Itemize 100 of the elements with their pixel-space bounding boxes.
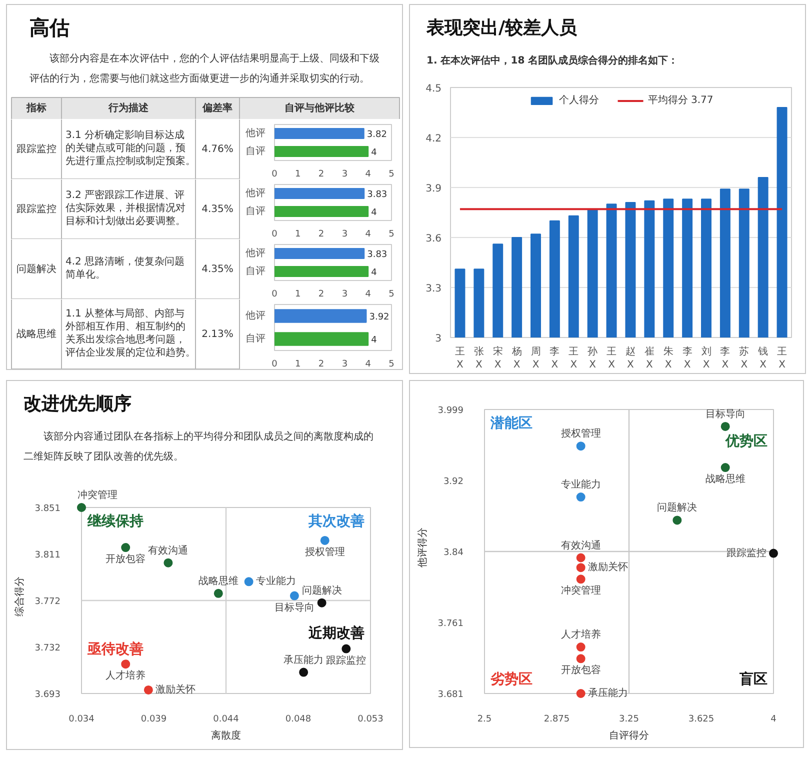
annotation: 激励关怀 (588, 561, 628, 574)
x-tick-label: 3 (342, 360, 348, 370)
annotation: 盲区 (738, 670, 768, 688)
annotation: 授权管理 (304, 546, 345, 558)
x-tick-label: 李X (720, 346, 730, 371)
x-tick-label: 5 (388, 290, 394, 300)
annotation: 亟待改善 (86, 640, 144, 658)
x-tick-label: 王X (606, 346, 617, 371)
point (576, 442, 586, 451)
annotation: 开放包容 (560, 664, 601, 676)
y-tick-label: 他评 (246, 310, 266, 322)
x-tick-label: 2.5 (477, 714, 492, 724)
y-tick-label: 自评 (246, 205, 266, 217)
text: 4.2 思路清晰，使复杂问题简单化。 (66, 256, 185, 280)
annotation: 承压能力 (588, 687, 628, 699)
x-tick-label: 0.044 (213, 714, 240, 724)
x-tick-label: 赵X (625, 346, 636, 371)
annotation: 目标导向 (274, 601, 314, 614)
data-label: 4 (371, 148, 378, 158)
x-tick-label: 4 (365, 230, 372, 240)
text: 4.35% (202, 264, 234, 275)
annotation: 跟踪监控 (326, 654, 366, 666)
chart-title: 改进优先顺序 (24, 394, 132, 414)
y-tick-label: 3.92 (443, 477, 464, 487)
legend-label: 平均得分 3.77 (648, 94, 714, 107)
point (576, 574, 586, 584)
y-tick-label: 3.999 (438, 406, 464, 416)
x-tick-label: 1 (295, 360, 301, 370)
annotation: 冲突管理 (78, 489, 118, 501)
x-tick-label: 5 (388, 170, 394, 180)
x-tick-label: 王X (568, 346, 579, 371)
text: 跟踪监控 (16, 143, 56, 155)
text: 该部分内容是在本次评估中，您的个人评估结果明显高于上级、同级和下级评估的行为，您需要与他们就这些方面做更进一步的沟通并采取切实的行动。 (30, 52, 380, 84)
x-tick-label: 4 (365, 170, 372, 180)
x-tick-label: 0.053 (358, 714, 384, 724)
annotation: 开放包容 (106, 553, 146, 566)
chart-subtitle: 1. 在本次评估中，18 名团队成员综合得分的排名如下： (426, 54, 678, 66)
x-tick-label: 王X (454, 346, 465, 371)
y-tick-label: 自评 (246, 145, 266, 157)
point (720, 422, 730, 431)
x-tick-label: 崔X (644, 346, 654, 371)
x-tick-label: 朱X (663, 346, 674, 371)
annotation: 人才培养 (560, 628, 601, 641)
x-tick-label: 3.625 (688, 714, 714, 724)
data-label: 4 (371, 268, 378, 278)
point (576, 553, 586, 562)
y-tick-label: 4.5 (426, 84, 442, 94)
x-tick-label: 5 (388, 230, 394, 240)
annotation: 专业能力 (256, 575, 296, 588)
x-tick-label: 2 (318, 230, 324, 240)
x-tick-label: 周X (530, 346, 541, 371)
annotation: 问题解决 (657, 502, 698, 514)
annotation: 问题解决 (302, 584, 342, 596)
data-label: 3.83 (367, 250, 388, 260)
annotation: 跟踪监控 (726, 546, 766, 559)
x-tick-label: 2 (318, 290, 324, 300)
point (299, 668, 308, 677)
x-tick-label: 王X (777, 346, 788, 371)
x-tick-label: 0 (272, 170, 278, 180)
x-tick-label: 3.25 (618, 714, 640, 724)
y-tick-label: 3.84 (443, 548, 464, 558)
y-tick-label: 他评 (246, 127, 266, 139)
annotation: 人才培养 (106, 670, 146, 682)
data-label: 3.83 (367, 190, 388, 200)
annotation: 承压能力 (284, 654, 324, 666)
text: 战略思维 (16, 328, 56, 340)
text: 自评与他评比较 (284, 102, 356, 114)
x-tick-label: 0 (272, 360, 278, 370)
text: 问题解决 (16, 263, 56, 275)
y-tick-label: 4.2 (426, 134, 442, 144)
chart-title: 表现突出/较差人员 (426, 18, 578, 38)
chart-subtitle: 该部分内容通过团队在各指标上的平均得分和团队成员之间的离散度构成的二维矩阵反映了团队改善的优先级。 (24, 430, 374, 462)
text: 2.13% (202, 329, 234, 340)
x-tick-label: 0 (272, 290, 278, 300)
x-tick-label: 1 (295, 290, 301, 300)
x-tick-label: 李X (550, 346, 560, 371)
x-tick-label: 1 (295, 230, 301, 240)
annotation: 优势区 (724, 434, 768, 450)
point (576, 492, 586, 502)
x-axis-title: 离散度 (211, 730, 241, 742)
point (576, 689, 586, 698)
annotation: 目标导向 (705, 408, 746, 420)
data-label: 4 (371, 336, 378, 346)
y-tick-label: 3.681 (438, 690, 464, 700)
text: 4.76% (202, 144, 234, 155)
y-tick-label: 他评 (246, 247, 266, 259)
y-tick-label: 3.732 (34, 644, 60, 654)
x-tick-label: 4 (365, 290, 372, 300)
annotation: 战略思维 (198, 574, 238, 587)
text: 行为描述 (108, 102, 150, 114)
y-tick-label: 他评 (246, 187, 266, 199)
text: 4.35% (202, 204, 234, 215)
data-label: 3.92 (369, 312, 390, 322)
annotation: 潜能区 (490, 416, 532, 432)
x-tick-label: 4 (365, 360, 372, 370)
x-tick-label: 1 (295, 170, 301, 180)
annotation: 劣势区 (490, 672, 532, 688)
text: 高估 (30, 16, 70, 40)
annotation: 其次改善 (308, 512, 364, 530)
x-tick-label: 杨X (510, 346, 522, 371)
